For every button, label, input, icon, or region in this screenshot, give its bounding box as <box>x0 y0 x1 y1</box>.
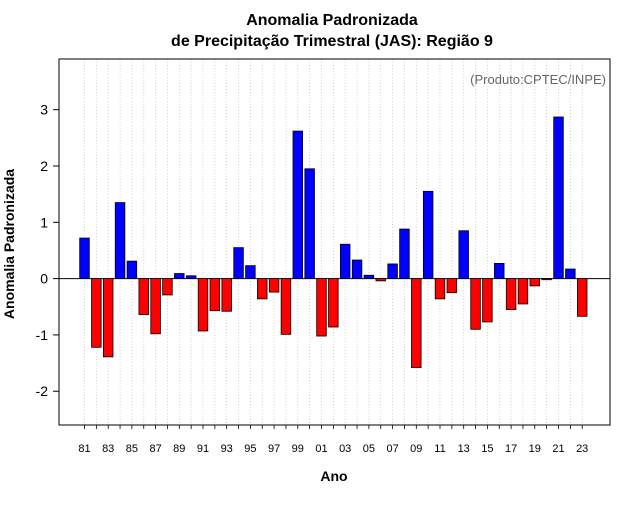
bar-1999 <box>292 130 304 280</box>
bar-2019 <box>529 278 541 287</box>
x-tick-label-91: 91 <box>197 443 209 455</box>
bar-2021 <box>553 116 564 279</box>
x-tick-label-93: 93 <box>221 443 233 455</box>
bar-2018 <box>517 278 529 305</box>
bar-2009 <box>411 278 422 368</box>
x-tick-label-21: 21 <box>552 443 564 455</box>
bar-2013 <box>458 230 469 280</box>
bar-2017 <box>505 278 517 310</box>
x-tick-label-85: 85 <box>126 443 138 455</box>
source-annotation: (Produto:CPTEC/INPE) <box>470 72 606 87</box>
bar-2004 <box>351 259 363 280</box>
x-tick-label-99: 99 <box>292 443 304 455</box>
y-tick-label-5: 3 <box>40 102 48 118</box>
x-tick-label-89: 89 <box>173 443 185 455</box>
y-axis-label: Anomalia Padronizada <box>1 169 17 319</box>
bar-2006 <box>375 278 386 282</box>
vertical-gridlines <box>84 59 583 425</box>
bar-2012 <box>446 278 458 294</box>
bar-1983 <box>103 278 114 358</box>
bar-2022 <box>565 268 576 279</box>
bar-2001 <box>316 278 327 337</box>
y-tick-label-3: 1 <box>40 214 48 230</box>
chart-title-line1: Anomalia Padronizada <box>246 12 418 29</box>
bar-1981 <box>79 237 90 279</box>
x-tick-label-83: 83 <box>102 443 114 455</box>
x-tick-label-87: 87 <box>149 443 161 455</box>
y-tick-label-0: -2 <box>36 383 49 399</box>
x-tick-label-19: 19 <box>529 443 541 455</box>
bar-2015 <box>482 278 493 323</box>
y-tick-label-2: 0 <box>40 271 48 287</box>
bar-2008 <box>399 228 410 279</box>
x-tick-label-03: 03 <box>339 443 351 455</box>
chart-title-line2: de Precipitação Trimestral (JAS): Região… <box>171 33 493 50</box>
bar-1991 <box>197 278 209 332</box>
bar-1982 <box>91 278 102 348</box>
x-tick-label-09: 09 <box>410 443 422 455</box>
bar-1989 <box>174 273 185 280</box>
bar-2014 <box>470 278 481 330</box>
bar-1993 <box>221 278 232 312</box>
x-tick-label-23: 23 <box>576 443 588 455</box>
x-tick-label-95: 95 <box>244 443 256 455</box>
bar-2020 <box>541 278 552 281</box>
bar-1990 <box>185 275 197 279</box>
y-axis: -2 -1 0 1 2 3 <box>36 102 59 399</box>
bar-2016 <box>494 262 505 279</box>
bar-1984 <box>114 202 126 279</box>
x-tick-label-13: 13 <box>458 443 470 455</box>
bar-1986 <box>138 278 149 316</box>
x-tick-label-07: 07 <box>386 443 398 455</box>
x-tick-label-05: 05 <box>363 443 375 455</box>
bars <box>79 116 588 368</box>
bar-1995 <box>245 265 256 280</box>
x-tick-label-97: 97 <box>268 443 280 455</box>
x-tick-label-15: 15 <box>481 443 493 455</box>
x-tick-label-81: 81 <box>78 443 90 455</box>
y-tick-label-4: 2 <box>40 158 48 174</box>
bar-1985 <box>126 260 138 280</box>
bar-2007 <box>387 263 398 279</box>
bar-2010 <box>422 190 434 279</box>
bar-2011 <box>434 278 446 300</box>
x-tick-label-11: 11 <box>434 443 445 455</box>
plot-frame <box>58 58 611 426</box>
bar-2000 <box>304 168 315 280</box>
x-tick-label-17: 17 <box>505 443 517 455</box>
bar-1992 <box>209 278 221 312</box>
bar-1987 <box>150 278 161 335</box>
bar-2023 <box>577 278 588 317</box>
bar-1994 <box>233 247 244 279</box>
bar-1997 <box>268 278 280 293</box>
x-tick-label-01: 01 <box>315 443 327 455</box>
bar-1996 <box>257 278 268 300</box>
x-axis: 81 83 85 87 89 91 93 95 97 99 01 03 05 07 09 11 13 15 17 19… <box>78 425 588 455</box>
bar-2002 <box>328 278 339 328</box>
bar-1998 <box>280 278 292 335</box>
bar-2003 <box>339 243 351 279</box>
bar-1988 <box>162 278 173 296</box>
x-axis-label: Ano <box>320 468 347 484</box>
bar-2005 <box>363 274 375 279</box>
y-tick-label-1: -1 <box>36 327 49 343</box>
